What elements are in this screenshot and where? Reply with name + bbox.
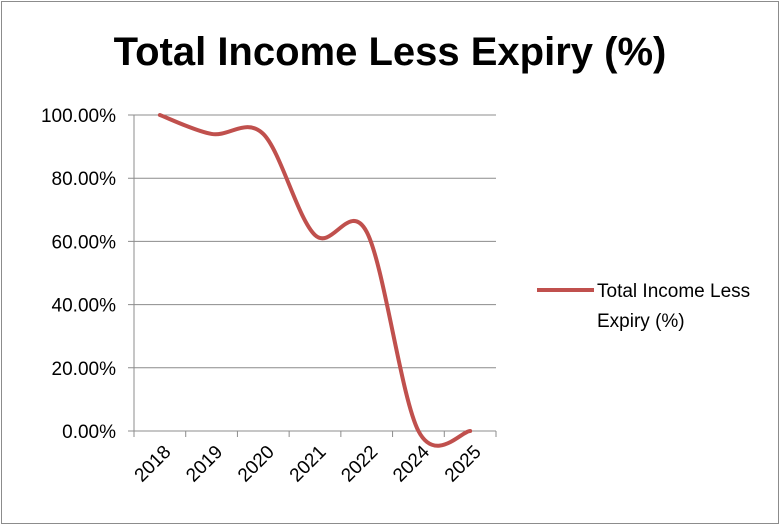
y-tick-label: 60.00% [52,232,117,253]
gridlines [128,114,496,432]
x-tick-label: 2020 [234,442,279,487]
y-tick-label: 0.00% [62,422,116,443]
y-tick-label: 40.00% [52,296,117,317]
x-tick-label: 2025 [441,442,486,487]
y-tick-labels: 0.00% 20.00% 40.00% 60.00% 80.00% 100.00% [41,106,116,443]
axes [133,115,497,437]
x-tick-label: 2019 [182,442,227,487]
y-tick-label: 80.00% [52,169,117,190]
legend-label: Total Income Less Expiry (%) [597,281,751,332]
chart-title: Total Income Less Expiry (%) [113,30,667,74]
x-tick-label: 2024 [389,441,434,486]
series-lines [157,113,473,448]
series-line [157,113,473,448]
y-tick-label: 20.00% [52,359,117,380]
y-tick-label: 100.00% [41,106,116,127]
x-tick-label: 2018 [131,442,176,487]
x-tick-label: 2021 [286,442,331,487]
x-tick-label: 2022 [338,442,383,487]
x-tick-labels: 2018 2019 2020 2021 2022 2024 2025 [131,441,486,486]
